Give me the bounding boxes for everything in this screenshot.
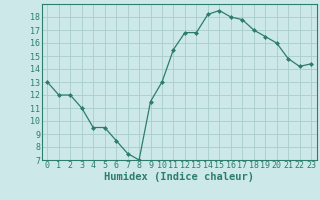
X-axis label: Humidex (Indice chaleur): Humidex (Indice chaleur)	[104, 172, 254, 182]
